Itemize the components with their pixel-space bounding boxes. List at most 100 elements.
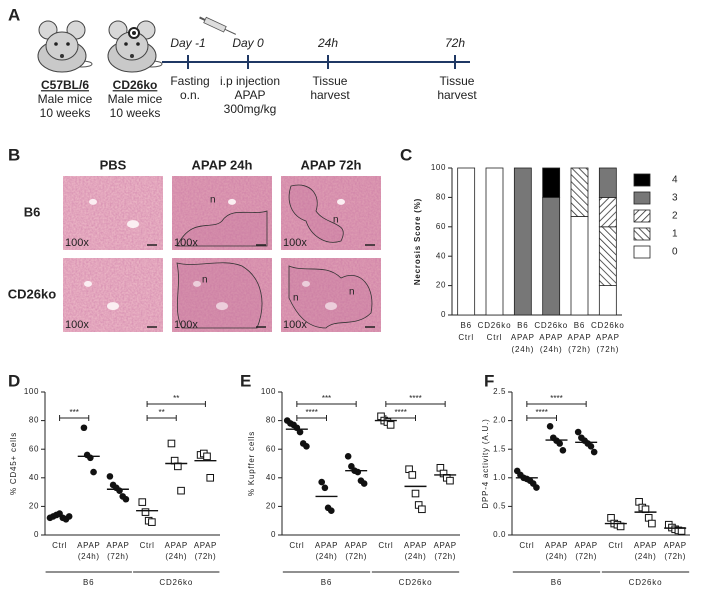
x-tick-label: APAP [345, 541, 368, 550]
vessel [228, 198, 236, 205]
significance-label: *** [69, 408, 78, 417]
histology-image: 100x [63, 176, 163, 250]
mouse-eye [66, 42, 70, 46]
bar-segment [598, 196, 617, 228]
x-tick-label: CD26ko [591, 321, 625, 330]
y-tick-label: 100 [431, 163, 446, 172]
mouse-nose [130, 54, 134, 58]
legend-swatch [633, 227, 651, 241]
x-tick-label: Ctrl [608, 541, 623, 550]
x-tick-label: APAP [77, 541, 100, 550]
histology-image: n 100x [172, 176, 272, 250]
legend-swatch [633, 209, 651, 223]
x-tick-label: B6 [574, 321, 585, 330]
x-tick-label: APAP [568, 333, 592, 342]
data-point [408, 471, 417, 479]
data-point [411, 489, 420, 498]
x-tick-label: (72h) [107, 552, 129, 561]
legend-swatch [633, 191, 651, 205]
necrosis-label: n [202, 275, 208, 286]
x-tick-label: (24h) [316, 552, 338, 561]
y-tick-label: 20 [266, 502, 276, 511]
mouse-info: 10 weeks [110, 106, 161, 120]
histology-image: 100x [63, 258, 163, 332]
bar-segment [598, 226, 617, 287]
tissue-texture [281, 258, 381, 332]
vessel [127, 220, 139, 229]
data-point [418, 505, 426, 514]
panel-letter: E [240, 371, 251, 390]
data-point [574, 428, 582, 436]
data-point [321, 484, 329, 492]
group-label: B6 [551, 578, 562, 587]
data-point [177, 486, 185, 495]
data-point [559, 447, 567, 454]
significance-label: *** [322, 394, 331, 403]
tissue-texture [172, 258, 272, 332]
y-tick-label: 1.0 [493, 473, 506, 482]
data-point [80, 424, 88, 432]
y-tick-label: 0 [441, 310, 446, 319]
data-point [318, 478, 326, 486]
x-tick-label: APAP [596, 333, 620, 342]
histology-image: n 100x [281, 176, 381, 250]
x-tick-label: Ctrl [52, 541, 67, 550]
necrosis-outline [176, 210, 268, 247]
mouse-head [45, 31, 79, 61]
vessel [325, 302, 337, 311]
data-point [587, 443, 595, 450]
timeline-time: 72h [445, 36, 465, 50]
x-tick-label: (24h) [165, 552, 187, 561]
data-point [533, 484, 540, 491]
necrosis-outline [288, 184, 344, 243]
x-tick-label: APAP [434, 541, 457, 550]
timeline-event: APAP [234, 88, 265, 102]
column-header: PBS [100, 157, 127, 172]
data-point [354, 468, 362, 476]
tissue-texture [281, 176, 381, 250]
group-label: CD26ko [629, 578, 663, 587]
vessel [302, 280, 310, 287]
mouse-icon [107, 20, 163, 73]
bar-segment [598, 167, 617, 198]
significance-label: **** [550, 394, 562, 403]
x-tick-label: APAP [575, 541, 598, 550]
y-tick-label: 80 [266, 416, 276, 425]
x-tick-label: Ctrl [289, 541, 304, 550]
mouse-strain: CD26ko [113, 78, 158, 92]
vessel [107, 302, 119, 311]
mouse-nose [60, 54, 64, 58]
timeline-event: Tissue [313, 74, 348, 88]
legend-label: 2 [672, 211, 678, 222]
x-tick-label: (72h) [596, 345, 619, 354]
x-tick-label: (72h) [434, 552, 456, 561]
y-tick-label: 60 [436, 222, 446, 231]
bar-segment [598, 285, 617, 316]
vessel [216, 302, 228, 311]
syringe-icon [199, 16, 237, 35]
mouse-eye [54, 42, 58, 46]
y-tick-label: 2.5 [493, 387, 506, 396]
data-point [141, 508, 150, 516]
group-label: CD26ko [159, 578, 193, 587]
bar-segment [570, 167, 589, 217]
x-tick-label: Ctrl [519, 541, 534, 550]
y-tick-label: 20 [436, 281, 446, 290]
necrosis-label: n [349, 287, 355, 298]
y-tick-label: 100 [261, 387, 276, 396]
y-tick-label: 60 [29, 444, 39, 453]
magnification: 100x [283, 237, 307, 249]
data-point [344, 453, 352, 460]
group-label: B6 [83, 578, 94, 587]
data-point [122, 495, 130, 503]
legend-label: 3 [672, 193, 678, 204]
mouse-eye [136, 42, 140, 46]
significance-label: **** [305, 408, 317, 417]
data-point [328, 507, 335, 514]
timeline-time: 24h [317, 36, 338, 50]
panel-letter: D [8, 371, 20, 390]
legend-swatch [633, 173, 651, 187]
bar-segment [542, 196, 561, 316]
data-point [360, 480, 368, 487]
data-point [138, 498, 147, 506]
